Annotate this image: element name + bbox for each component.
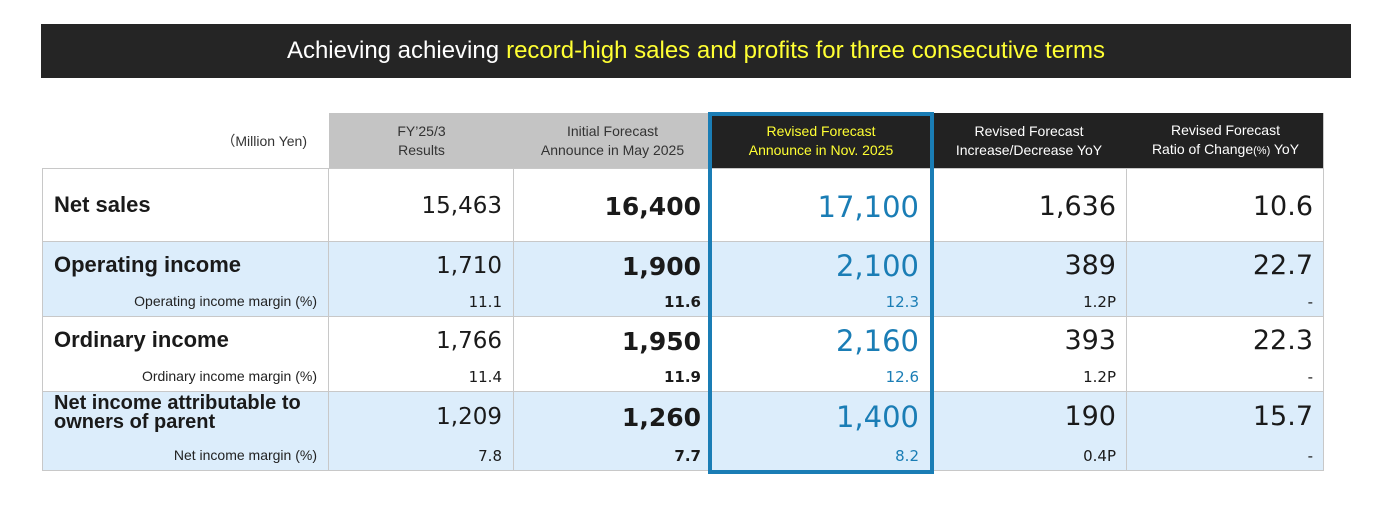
column-header-line1: Initial Forecast: [566, 122, 659, 139]
column-header-increase-decrease: Revised Forecast Increase/Decrease YoY: [931, 113, 1127, 168]
column-header-line2: Ratio of Change(%) YoY: [1151, 140, 1300, 157]
value-operating-income-change: 389: [1064, 250, 1116, 281]
revised-forecast-highlight-frame: [708, 112, 934, 474]
column-header-line1: FY’25/3: [397, 122, 446, 139]
value-ordinary-margin-ratio: -: [1307, 368, 1313, 386]
value-net-income-initial: 1,260: [621, 403, 701, 432]
grid-line: [42, 470, 1324, 471]
column-header-line2: Results: [398, 141, 445, 158]
value-ordinary-margin-initial: 11.9: [663, 368, 701, 386]
banner-highlight-text: record-high sales and profits for three …: [506, 37, 1106, 64]
value-net-income-change: 190: [1064, 401, 1116, 432]
value-operating-margin-revised: 12.3: [885, 293, 919, 311]
value-operating-income-initial: 1,900: [621, 252, 701, 281]
row-bg-operating-income: [42, 241, 1324, 316]
column-header-fy25-results: FY’25/3 Results: [329, 113, 514, 168]
grid-line: [42, 316, 1324, 317]
row-bg-ordinary-income: [42, 316, 1324, 391]
row-label-net-income-margin: Net income margin (%): [173, 447, 317, 463]
row-label-net-income-line1: Net income attributable to: [54, 392, 301, 414]
row-label-net-income-line2: owners of parent: [54, 411, 216, 433]
grid-line: [42, 168, 43, 471]
value-net-income-revised: 1,400: [835, 400, 919, 434]
row-label-net-sales: Net sales: [54, 192, 151, 217]
row-bg-net-income: [42, 391, 1324, 470]
row-label-ordinary-margin: Ordinary income margin (%): [141, 368, 317, 384]
value-operating-income-revised: 2,100: [835, 249, 919, 283]
value-ordinary-margin-fy25: 11.4: [468, 368, 502, 386]
value-operating-margin-initial: 11.6: [663, 293, 701, 311]
value-net-sales-ratio: 10.6: [1252, 191, 1313, 222]
column-header-initial-forecast: Initial Forecast Announce in May 2025: [514, 113, 711, 168]
column-header-line1: Revised Forecast: [974, 122, 1084, 139]
column-header-line2: Announce in Nov. 2025: [748, 141, 894, 158]
value-ordinary-margin-revised: 12.6: [885, 368, 919, 386]
value-net-income-margin-ratio: -: [1307, 447, 1313, 465]
grid-line: [1323, 113, 1324, 471]
value-operating-margin-ratio: -: [1307, 293, 1313, 311]
value-operating-margin-change: 1.2P: [1083, 293, 1116, 311]
row-label-operating-income: Operating income: [54, 252, 242, 277]
value-net-sales-change: 1,636: [1038, 191, 1116, 222]
title-banner: Achieving achieving record-high sales and…: [41, 24, 1351, 78]
unit-label: （Million Yen): [221, 132, 307, 149]
column-header-revised-forecast: Revised Forecast Announce in Nov. 2025: [711, 113, 931, 168]
value-ordinary-margin-change: 1.2P: [1083, 368, 1116, 386]
value-net-sales-initial: 16,400: [604, 192, 701, 221]
row-bg-net-sales: [42, 168, 1324, 241]
grid-line: [1126, 168, 1127, 471]
value-ordinary-income-revised: 2,160: [835, 324, 919, 358]
grid-line: [328, 168, 329, 471]
row-label-ordinary-income: Ordinary income: [54, 327, 229, 352]
banner-lead-text: Achieving achieving: [286, 37, 500, 64]
grid-line: [42, 391, 1324, 392]
column-header-line1: Revised Forecast: [1171, 121, 1280, 138]
row-label-net-income: Net income attributable to owners of par…: [54, 392, 301, 433]
row-label-operating-margin: Operating income margin (%): [134, 293, 317, 309]
grid-line: [42, 168, 1324, 169]
column-header-line2: Announce in May 2025: [540, 141, 685, 158]
grid-line: [42, 241, 1324, 242]
column-header-line2: Increase/Decrease YoY: [955, 141, 1103, 158]
value-ordinary-income-initial: 1,950: [621, 327, 701, 356]
value-ordinary-income-change: 393: [1064, 325, 1116, 356]
value-net-sales-revised: 17,100: [817, 190, 919, 224]
value-operating-income-fy25: 1,710: [436, 253, 502, 279]
grid-line: [513, 168, 514, 471]
value-net-income-margin-fy25: 7.8: [478, 447, 502, 465]
value-net-income-fy25: 1,209: [436, 404, 502, 430]
value-operating-margin-fy25: 11.1: [468, 293, 502, 311]
value-ordinary-income-fy25: 1,766: [436, 328, 502, 354]
value-operating-income-ratio: 22.7: [1252, 250, 1313, 281]
column-header-ratio-of-change: Revised Forecast Ratio of Change(%) YoY: [1127, 113, 1324, 168]
value-net-income-ratio: 15.7: [1252, 401, 1313, 432]
value-net-income-margin-revised: 8.2: [895, 447, 919, 465]
value-net-sales-fy25: 15,463: [421, 193, 502, 219]
column-header-line1: Revised Forecast: [766, 122, 876, 139]
value-ordinary-income-ratio: 22.3: [1252, 325, 1313, 356]
value-net-income-margin-change: 0.4P: [1083, 447, 1116, 465]
value-net-income-margin-initial: 7.7: [674, 447, 701, 465]
